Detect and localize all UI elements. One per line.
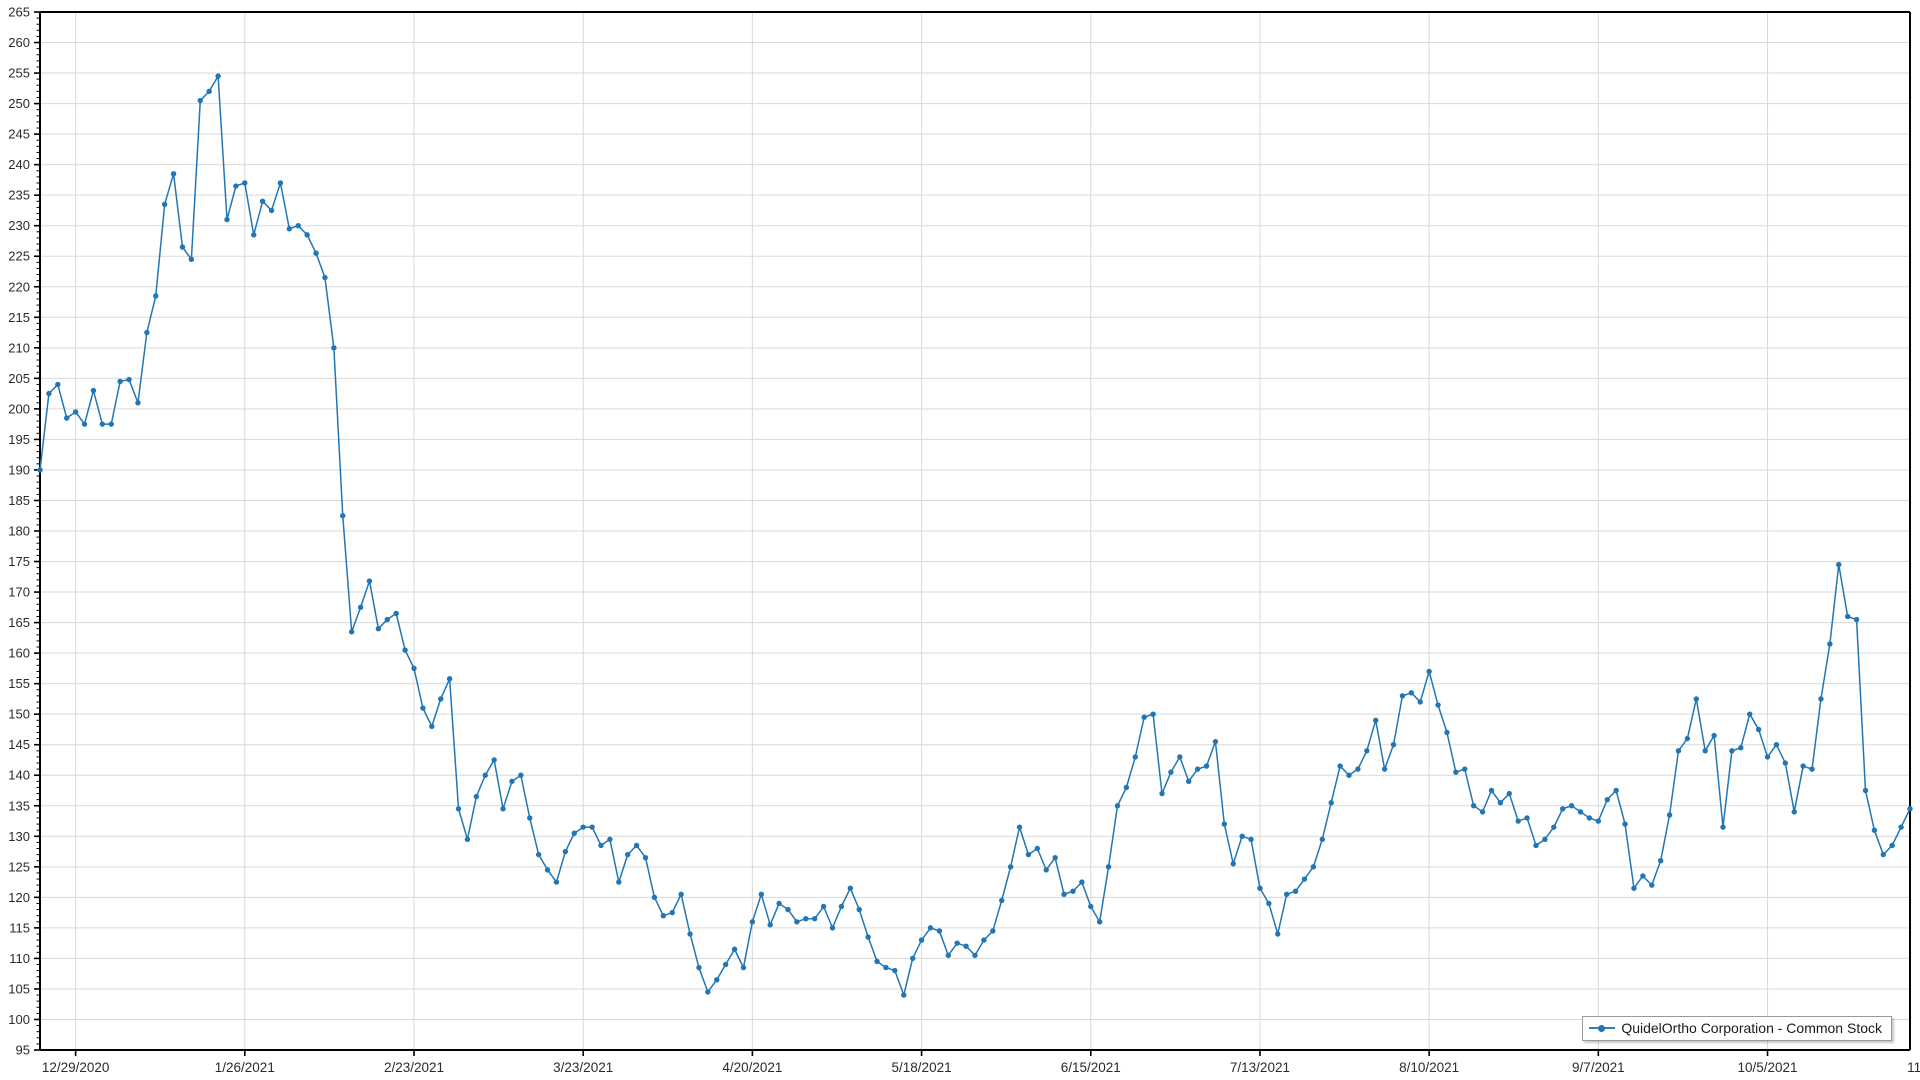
y-axis: 265 260 255 250 245 240 235 230 225 220 215 210 205 2… <box>8 5 1911 1058</box>
svg-text:11/2/2021: 11/2/2021 <box>1907 1060 1920 1075</box>
svg-text:180: 180 <box>8 524 30 539</box>
svg-text:7/13/2021: 7/13/2021 <box>1230 1060 1290 1075</box>
svg-text:110: 110 <box>9 951 30 966</box>
svg-text:210: 210 <box>8 340 30 355</box>
svg-text:115: 115 <box>9 920 30 935</box>
svg-text:265: 265 <box>8 5 30 20</box>
svg-text:3/23/2021: 3/23/2021 <box>553 1060 613 1075</box>
svg-text:215: 215 <box>8 310 30 325</box>
svg-text:8/10/2021: 8/10/2021 <box>1399 1060 1459 1075</box>
svg-text:225: 225 <box>8 249 30 264</box>
svg-text:245: 245 <box>8 127 30 142</box>
svg-text:135: 135 <box>8 798 30 813</box>
svg-text:150: 150 <box>8 707 30 722</box>
svg-text:2/23/2021: 2/23/2021 <box>384 1060 444 1075</box>
gridlines <box>40 42 1910 1051</box>
legend-label-quidelortho: QuidelOrtho Corporation - Common Stock <box>1621 1020 1882 1036</box>
svg-text:185: 185 <box>8 493 30 508</box>
svg-text:190: 190 <box>8 462 30 477</box>
svg-text:140: 140 <box>8 768 30 783</box>
svg-text:160: 160 <box>8 646 30 661</box>
svg-text:9/7/2021: 9/7/2021 <box>1572 1060 1625 1075</box>
svg-text:5/18/2021: 5/18/2021 <box>892 1060 952 1075</box>
svg-text:155: 155 <box>8 676 30 691</box>
svg-text:170: 170 <box>8 585 30 600</box>
svg-text:105: 105 <box>8 981 30 996</box>
svg-text:100: 100 <box>8 1012 30 1027</box>
svg-text:205: 205 <box>8 371 30 386</box>
svg-text:165: 165 <box>8 615 30 630</box>
svg-text:195: 195 <box>8 432 30 447</box>
svg-text:255: 255 <box>8 66 30 81</box>
svg-text:235: 235 <box>8 188 30 203</box>
x-axis: 12/29/2020 1/26/2021 2/23/2021 3/23/2021 4/2… <box>40 1049 1920 1075</box>
svg-text:260: 260 <box>8 35 30 50</box>
chart-legend[interactable]: QuidelOrtho Corporation - Common Stock <box>1582 1016 1892 1041</box>
svg-text:240: 240 <box>8 157 30 172</box>
svg-text:120: 120 <box>8 890 30 905</box>
svg-text:250: 250 <box>8 96 30 111</box>
svg-text:10/5/2021: 10/5/2021 <box>1737 1060 1797 1075</box>
svg-text:12/29/2020: 12/29/2020 <box>42 1060 110 1075</box>
svg-text:145: 145 <box>8 737 30 752</box>
svg-text:130: 130 <box>8 829 30 844</box>
svg-text:220: 220 <box>8 279 30 294</box>
series-line-quidelortho <box>37 73 1913 998</box>
legend-marker-icon <box>1589 1022 1616 1034</box>
x-gridlines <box>75 12 1769 1050</box>
svg-text:125: 125 <box>8 859 30 874</box>
svg-text:4/20/2021: 4/20/2021 <box>722 1060 782 1075</box>
svg-text:95: 95 <box>16 1043 30 1058</box>
svg-text:6/15/2021: 6/15/2021 <box>1061 1060 1121 1075</box>
svg-text:200: 200 <box>8 401 30 416</box>
svg-text:1/26/2021: 1/26/2021 <box>215 1060 275 1075</box>
svg-text:175: 175 <box>8 554 30 569</box>
svg-text:230: 230 <box>8 218 30 233</box>
